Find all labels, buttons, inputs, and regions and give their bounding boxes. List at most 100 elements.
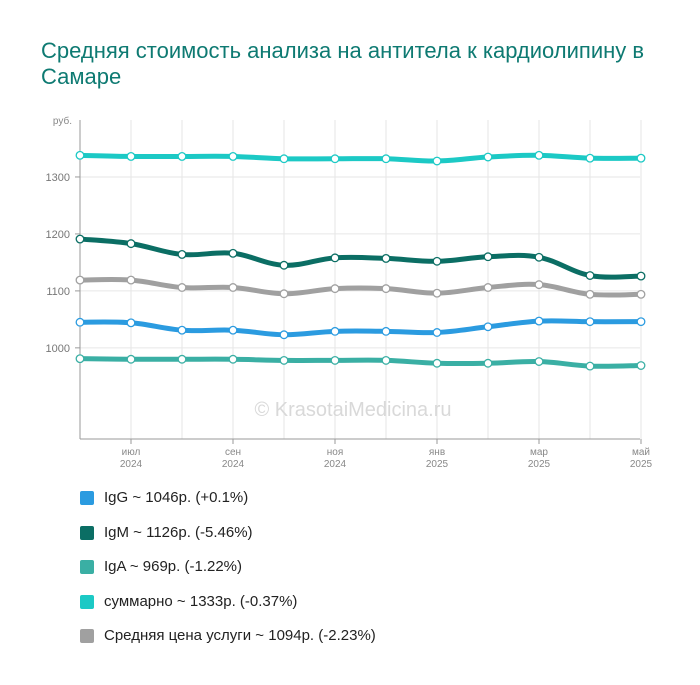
- data-point: [636, 153, 646, 163]
- legend-swatch: [80, 525, 94, 540]
- data-point: [534, 357, 544, 366]
- x-tick-label-year: 2025: [426, 459, 449, 470]
- y-unit-label: руб.: [53, 115, 72, 127]
- data-point: [534, 252, 544, 262]
- legend-label: IgA ~ 969р. (-1.22%): [104, 558, 243, 575]
- data-point: [483, 252, 493, 262]
- x-tick-label-year: 2024: [222, 459, 245, 470]
- legend-label: IgG ~ 1046р. (+0.1%): [104, 489, 249, 506]
- data-point: [126, 239, 136, 249]
- watermark: © KrasotaiMedicina.ru: [254, 399, 451, 421]
- x-tick-label-month: янв: [429, 447, 445, 458]
- data-point: [381, 253, 391, 263]
- data-point: [228, 354, 238, 364]
- series-line-1: [77, 236, 644, 280]
- data-point: [381, 154, 391, 164]
- data-point: [585, 271, 595, 280]
- data-point: [432, 288, 442, 298]
- x-tick-label-year: 2024: [324, 459, 347, 470]
- data-point: [126, 354, 136, 364]
- legend-item[interactable]: IgM ~ 1126р. (-5.46%): [80, 523, 376, 558]
- data-point: [330, 326, 340, 336]
- data-point: [585, 317, 595, 327]
- data-point: [432, 256, 442, 266]
- data-point: [381, 326, 391, 336]
- series-line-3: [77, 152, 644, 164]
- data-point: [432, 156, 442, 166]
- data-point: [228, 325, 238, 335]
- data-point: [483, 152, 493, 162]
- data-point: [75, 354, 85, 364]
- data-point: [126, 275, 136, 285]
- x-tick-label-month: мар: [530, 447, 548, 458]
- legend-swatch: [80, 594, 94, 609]
- legend-swatch: [80, 629, 94, 643]
- x-tick-label-month: май: [632, 447, 650, 458]
- data-point: [177, 354, 187, 364]
- legend-swatch: [80, 560, 94, 574]
- data-point: [330, 154, 340, 164]
- axes: руб.1000110012001300июл2024сен2024ноя202…: [46, 115, 653, 470]
- data-point: [228, 283, 238, 292]
- legend-item[interactable]: IgG ~ 1046р. (+0.1%): [80, 488, 376, 523]
- x-tick-label-year: 2025: [528, 459, 551, 470]
- y-tick-label: 1200: [46, 229, 70, 241]
- series-line-4: [77, 276, 644, 298]
- data-point: [279, 355, 289, 365]
- legend-item[interactable]: IgA ~ 969р. (-1.22%): [80, 557, 376, 592]
- legend-item[interactable]: Средняя цена услуги ~ 1094р. (-2.23%): [80, 626, 376, 661]
- data-point: [636, 317, 646, 327]
- legend-item[interactable]: суммарно ~ 1333р. (-0.37%): [80, 592, 376, 627]
- data-point: [534, 316, 544, 326]
- legend-label: Средняя цена услуги ~ 1094р. (-2.23%): [104, 627, 376, 644]
- data-point: [75, 234, 85, 244]
- data-point: [126, 152, 136, 161]
- data-point: [585, 153, 595, 163]
- data-point: [126, 318, 136, 328]
- x-tick-label-month: июл: [122, 447, 141, 458]
- data-point: [432, 328, 442, 337]
- data-point: [279, 154, 289, 164]
- data-point: [279, 330, 289, 340]
- data-point: [228, 152, 238, 161]
- x-tick-label-year: 2025: [630, 459, 653, 470]
- data-point: [585, 289, 595, 299]
- data-point: [75, 275, 85, 285]
- x-tick-label-month: сен: [225, 447, 241, 458]
- data-point: [381, 284, 391, 294]
- data-point: [432, 358, 442, 368]
- data-point: [534, 150, 544, 160]
- data-point: [330, 355, 340, 365]
- y-tick-label: 1000: [46, 343, 70, 355]
- data-point: [636, 361, 646, 370]
- data-point: [75, 150, 85, 160]
- data-point: [483, 283, 493, 292]
- data-point: [279, 260, 289, 270]
- series-line-2: [77, 356, 644, 369]
- legend-label: IgM ~ 1126р. (-5.46%): [104, 523, 253, 541]
- data-point: [636, 289, 646, 299]
- data-point: [585, 361, 595, 371]
- data-point: [228, 248, 238, 258]
- series-lines: [77, 152, 644, 369]
- legend-label: суммарно ~ 1333р. (-0.37%): [104, 592, 298, 610]
- data-point: [483, 358, 493, 368]
- y-tick-label: 1300: [46, 172, 70, 184]
- legend: IgG ~ 1046р. (+0.1%) IgM ~ 1126р. (-5.46%…: [80, 488, 376, 661]
- data-point: [381, 355, 391, 365]
- data-point: [177, 325, 187, 335]
- data-point: [177, 152, 187, 161]
- data-point: [177, 283, 187, 292]
- data-point: [330, 253, 340, 263]
- chart-title: Средняя стоимость анализа на антитела к …: [41, 38, 645, 89]
- grid: [79, 120, 642, 439]
- data-point: [636, 271, 646, 281]
- data-point: [483, 322, 493, 332]
- data-point: [177, 249, 187, 259]
- series-points: [75, 150, 646, 371]
- x-tick-label-year: 2024: [120, 459, 143, 470]
- data-point: [279, 289, 289, 299]
- data-point: [330, 284, 340, 294]
- data-point: [75, 317, 85, 327]
- x-tick-label-month: ноя: [327, 447, 344, 458]
